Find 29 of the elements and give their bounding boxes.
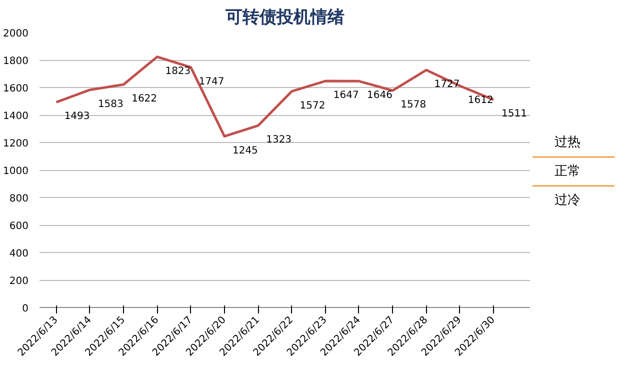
- data-label: 1245: [232, 145, 258, 156]
- data-label: 1583: [98, 98, 124, 110]
- text: 过热: [554, 135, 580, 150]
- y-tick-label: 1800: [3, 56, 29, 67]
- y-tick-label: 1600: [3, 84, 29, 94]
- data-label: 1622: [132, 93, 158, 104]
- data-label: 1511: [502, 108, 527, 120]
- chart-title: 可转债投机情绪: [224, 8, 344, 28]
- data-label: 1578: [400, 100, 426, 111]
- y-tick-label: 1000: [3, 166, 29, 177]
- data-label: 1727: [434, 79, 460, 90]
- data-label: 1646: [366, 90, 392, 102]
- y-tick-label: 1200: [3, 138, 29, 150]
- data-label: 1612: [468, 94, 494, 106]
- y-tick-label: 600: [9, 221, 29, 232]
- y-tick-label: 800: [9, 194, 29, 204]
- data-label: 1747: [198, 76, 224, 88]
- y-tick-label: 2000: [3, 28, 29, 40]
- text: 过冷: [554, 192, 580, 208]
- data-label: 1823: [165, 66, 191, 77]
- data-label: 1647: [333, 90, 359, 102]
- y-tick-label: 0: [22, 304, 29, 314]
- text: 正常: [554, 164, 580, 179]
- y-tick-label: 200: [9, 276, 29, 287]
- data-label: 1572: [300, 100, 326, 112]
- y-tick-label: 1400: [3, 111, 29, 122]
- data-label: 1493: [64, 111, 90, 122]
- y-tick-label: 400: [9, 248, 29, 260]
- data-label: 1323: [266, 134, 292, 146]
